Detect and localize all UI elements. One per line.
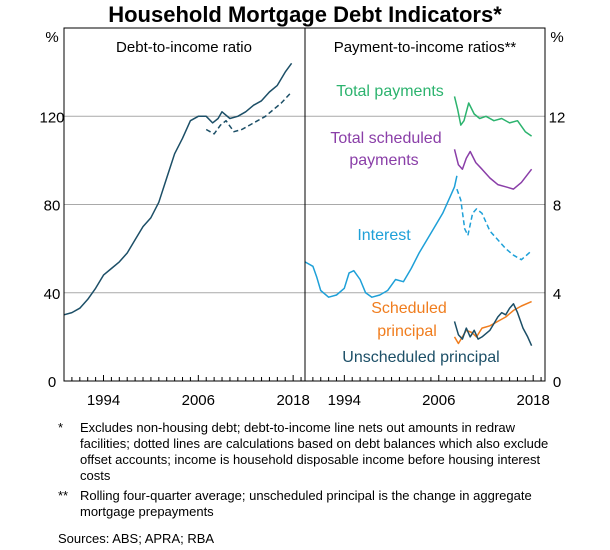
footnotes: * Excludes non-housing debt; debt-to-inc… <box>44 420 564 524</box>
label-total-scheduled-line2: payments <box>349 152 418 169</box>
sources-line: Sources: ABS; APRA; RBA <box>58 531 215 546</box>
scheduled-principal-line-panel2-4 <box>453 300 532 345</box>
chart-figure: Household Mortgage Debt Indicators* % % … <box>39 2 566 409</box>
label-total-scheduled-line1: Total scheduled <box>330 130 441 147</box>
left-unit-label: % <box>45 29 58 46</box>
x-tick-label-panel2-2018: 2018 <box>517 392 550 409</box>
x-tick-label-panel1-1994: 1994 <box>87 392 120 409</box>
label-unscheduled-principal: Unscheduled principal <box>342 349 499 366</box>
total-scheduled-payments-line-panel2-1 <box>453 149 533 190</box>
left-panel-title: Debt-to-income ratio <box>116 39 252 56</box>
total-payments-line-panel2-0 <box>453 96 533 137</box>
y-tick-label-panel1-120: 120 <box>39 109 64 126</box>
x-tick-label-panel2-2006: 2006 <box>422 392 455 409</box>
label-scheduled-principal-line1: Scheduled <box>371 300 447 317</box>
interest-dashed-line-panel2-3 <box>456 188 533 261</box>
label-scheduled-principal-line2: principal <box>377 323 437 340</box>
y-tick-label-panel1-80: 80 <box>44 198 61 215</box>
x-tick-label-panel1-2018: 2018 <box>276 392 309 409</box>
right-unit-label: % <box>550 29 563 46</box>
footnote-2: ** Rolling four-quarter average; unsched… <box>44 488 564 520</box>
label-total-payments: Total payments <box>336 83 444 100</box>
y-tick-label-panel2-12: 12 <box>549 109 566 126</box>
unscheduled-principal-line-panel2-5 <box>453 303 533 347</box>
x-tick-label-panel2-1994: 1994 <box>328 392 361 409</box>
y-tick-label-panel1-0: 0 <box>48 374 56 391</box>
right-panel-title: Payment-to-income ratios** <box>334 39 517 56</box>
footnote-1-text: Excludes non-housing debt; debt-to-incom… <box>80 420 549 483</box>
y-tick-label-panel2-0: 0 <box>553 374 561 391</box>
chart-title: Household Mortgage Debt Indicators* <box>108 2 502 27</box>
y-tick-label-panel2-4: 4 <box>553 286 561 303</box>
footnote-2-symbol: ** <box>58 488 69 503</box>
footnote-1: * Excludes non-housing debt; debt-to-inc… <box>44 420 564 484</box>
x-tick-label-panel1-2006: 2006 <box>182 392 215 409</box>
footnote-2-text: Rolling four-quarter average; unschedule… <box>80 488 532 519</box>
y-tick-label-panel1-40: 40 <box>44 286 61 303</box>
label-interest: Interest <box>357 227 411 244</box>
series-dashed-line-panel1-1 <box>205 91 293 135</box>
footnote-1-symbol: * <box>58 420 64 435</box>
series-line-panel1-0 <box>63 62 293 316</box>
interest-line-panel2-2 <box>304 175 458 298</box>
y-tick-label-panel2-8: 8 <box>553 198 561 215</box>
